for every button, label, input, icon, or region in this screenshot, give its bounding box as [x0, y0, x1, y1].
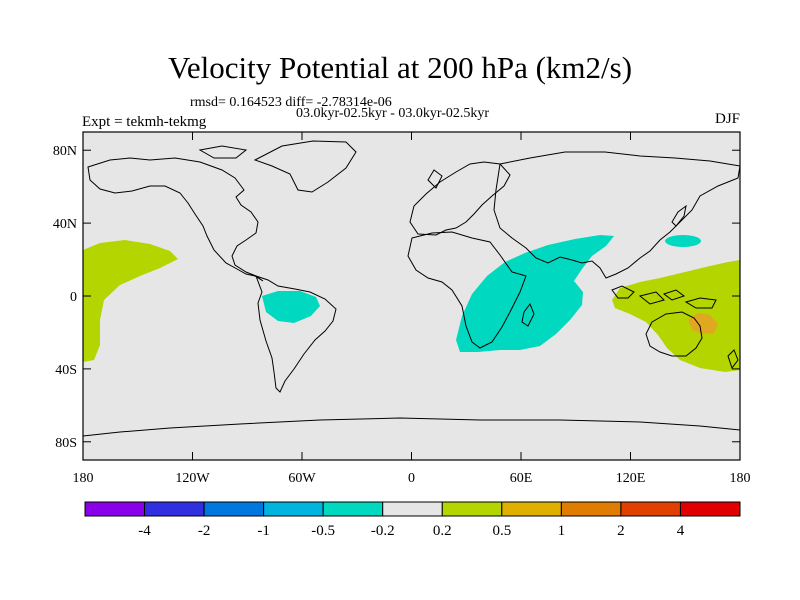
lat-tick-label: 40S	[55, 363, 77, 378]
colorbar-swatch	[263, 501, 324, 517]
colorbar-swatch	[84, 501, 146, 517]
anomaly-layer	[83, 235, 740, 372]
coastline-segment	[409, 161, 511, 236]
region-africa-indian-ocean-negative	[456, 235, 614, 352]
lat-tick-label: 40N	[53, 217, 77, 232]
lon-tick-label: 120E	[616, 471, 646, 486]
colorbar-label: 4	[677, 523, 685, 539]
coastline-segment	[253, 140, 357, 193]
colorbar-swatch	[501, 501, 562, 517]
period-line: 03.0kyr-02.5kyr - 03.0kyr-02.5kyr	[296, 106, 490, 121]
colorbar-label: -4	[138, 523, 151, 539]
coastlines	[83, 140, 740, 437]
stats-line: rmsd= 0.164523 diff= -2.78314e-06	[190, 95, 392, 110]
region-maritime-continent-positive	[612, 260, 740, 372]
coastline-segment	[427, 169, 443, 189]
colorbar-swatch	[382, 501, 443, 517]
region-western-pacific-max	[688, 313, 718, 334]
colorbar-label: -0.5	[311, 523, 335, 539]
colorbar-swatch	[203, 501, 265, 517]
coastline-segment	[645, 311, 703, 357]
lat-tick-label: 0	[70, 290, 77, 305]
coastline-segment	[521, 302, 535, 327]
lat-tick-label: 80S	[55, 436, 77, 451]
coastline-segment	[83, 417, 740, 437]
colorbar-label: 0.5	[492, 523, 511, 539]
coastline-segment	[727, 349, 739, 370]
colorbar-swatch	[679, 501, 741, 517]
lon-tick-label: 0	[408, 471, 415, 486]
coastline-segment	[255, 275, 337, 393]
colorbar-label: -0.2	[371, 523, 395, 539]
lon-tick-label: 120W	[175, 471, 210, 486]
colorbar-label: 1	[558, 523, 566, 539]
coastline-segment	[493, 151, 740, 279]
colorbar-label: 2	[617, 523, 625, 539]
region-amazon-negative	[262, 291, 320, 323]
colorbar: -4 -2 -1 -0.5 -0.2 0.2 0.5 1 2 4	[84, 501, 741, 539]
coastline-segment	[407, 231, 527, 349]
colorbar-swatch	[560, 501, 622, 517]
lon-tick-label: 60W	[288, 471, 316, 486]
colorbar-label: -2	[198, 523, 211, 539]
coastline-segment	[638, 291, 665, 305]
lon-tick-label: 180	[73, 471, 94, 486]
region-central-pacific-positive	[83, 240, 178, 362]
coastline-segment	[662, 289, 686, 301]
colorbar-swatch	[322, 501, 384, 517]
lon-tick-label: 60E	[510, 471, 533, 486]
colorbar-label: 0.2	[433, 523, 452, 539]
colorbar-swatch	[441, 501, 503, 517]
plot-title: Velocity Potential at 200 hPa (km2/s)	[167, 50, 633, 85]
coastline-segment	[611, 285, 635, 299]
coastline-segment	[671, 204, 687, 227]
lon-tick-label: 180	[730, 471, 751, 486]
experiment-label: Expt = tekmh-tekmg	[82, 114, 207, 130]
colorbar-swatch	[620, 501, 681, 517]
season-label: DJF	[714, 111, 740, 127]
colorbar-label: -1	[257, 523, 270, 539]
colorbar-swatch	[144, 501, 205, 517]
coastline-segment	[198, 145, 248, 159]
coastline-segment	[684, 297, 717, 309]
lat-tick-label: 80N	[53, 144, 77, 159]
region-north-pacific-negative	[665, 235, 701, 247]
coastline-segment	[87, 157, 264, 282]
axis-ticks: 180 120W 60W 0 60E 120E 180 80N 40N 0 40S 80S	[53, 132, 751, 486]
